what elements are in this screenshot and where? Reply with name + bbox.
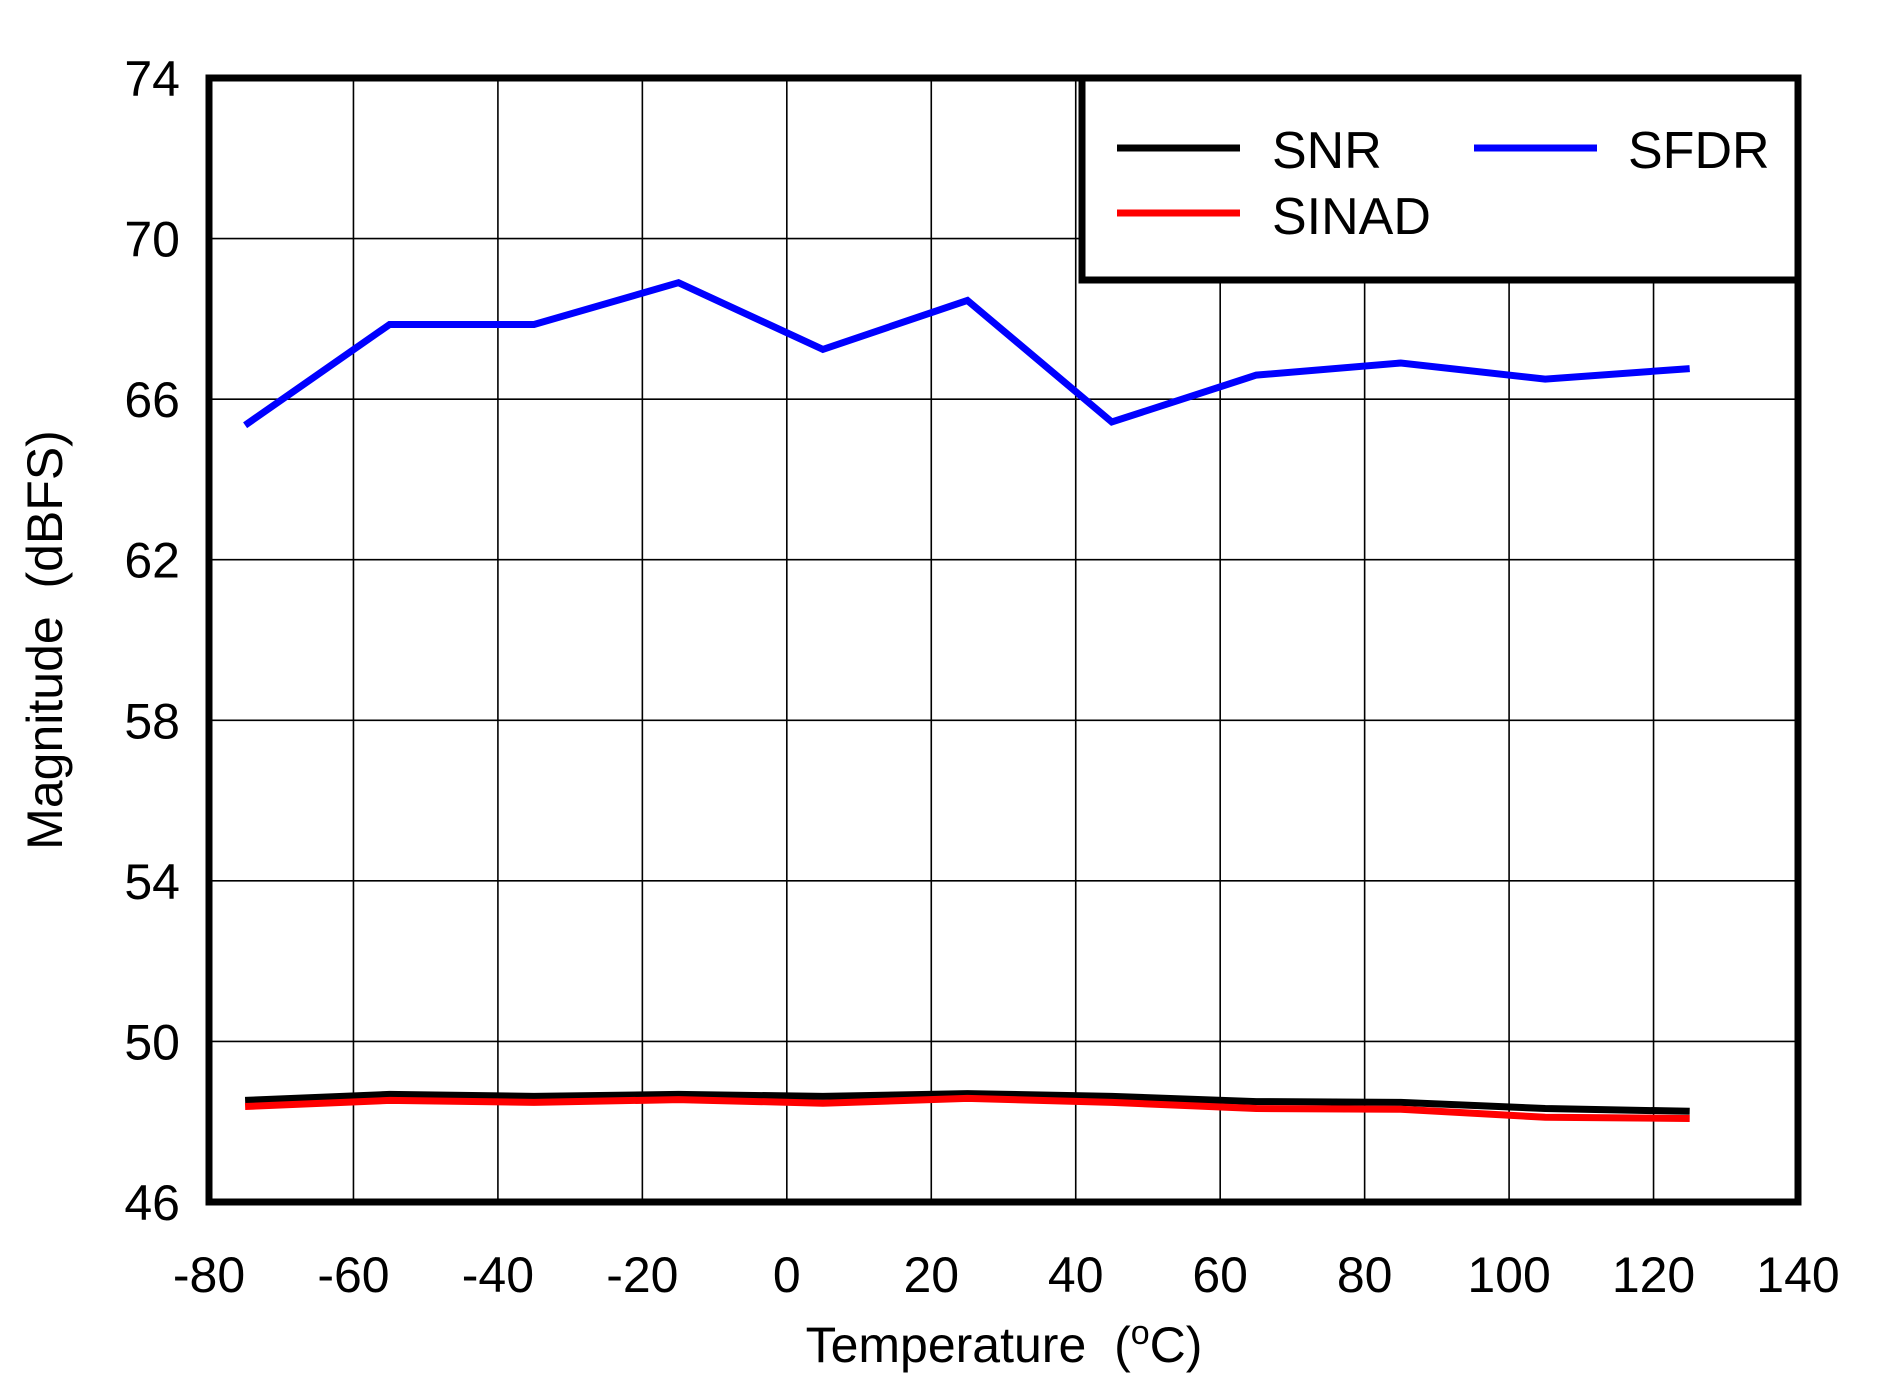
x-tick-label: 60 xyxy=(1192,1247,1248,1303)
y-tick-label: 62 xyxy=(124,533,180,589)
x-tick-label: -40 xyxy=(462,1247,534,1303)
x-tick-label: 120 xyxy=(1612,1247,1695,1303)
x-axis-label: Temperature (oC) xyxy=(806,1314,1203,1373)
y-tick-label: 70 xyxy=(124,212,180,268)
y-tick-labels: 46 50 54 58 62 66 70 74 xyxy=(124,51,180,1231)
x-tick-label: 140 xyxy=(1756,1247,1839,1303)
legend-label-snr: SNR xyxy=(1272,122,1382,180)
plot-frame xyxy=(205,74,1802,1206)
x-tick-label: -60 xyxy=(317,1247,389,1303)
legend-label-sinad: SINAD xyxy=(1272,188,1431,246)
y-tick-label: 74 xyxy=(124,51,180,107)
series-line-sfdr xyxy=(243,278,1690,429)
y-tick-label: 66 xyxy=(124,372,180,428)
x-tick-label: -20 xyxy=(606,1247,678,1303)
series-line-snr xyxy=(244,1090,1690,1115)
legend-box xyxy=(1078,74,1802,284)
x-tick-label: 80 xyxy=(1337,1247,1393,1303)
x-tick-label: 0 xyxy=(773,1247,801,1303)
x-tick-label: 20 xyxy=(903,1247,959,1303)
x-tick-label: 40 xyxy=(1048,1247,1104,1303)
y-tick-label: 58 xyxy=(124,693,180,749)
y-tick-label: 54 xyxy=(124,854,180,910)
legend-label-sfdr: SFDR xyxy=(1628,122,1770,180)
x-tick-labels: -80 -60 -40 -20 0 20 40 60 80 100 120 140 xyxy=(173,1247,1840,1303)
y-tick-label: 50 xyxy=(124,1014,180,1070)
y-tick-label: 46 xyxy=(124,1175,180,1231)
data-series xyxy=(243,278,1690,1122)
x-tick-label: -80 xyxy=(173,1247,245,1303)
x-tick-label: 100 xyxy=(1467,1247,1550,1303)
legend: SNR SINAD SFDR xyxy=(1078,74,1802,284)
y-axis-label: Magnitude (dBFS) xyxy=(17,430,73,850)
series-line-sinad xyxy=(244,1094,1690,1122)
grid-lines xyxy=(209,78,1798,1202)
